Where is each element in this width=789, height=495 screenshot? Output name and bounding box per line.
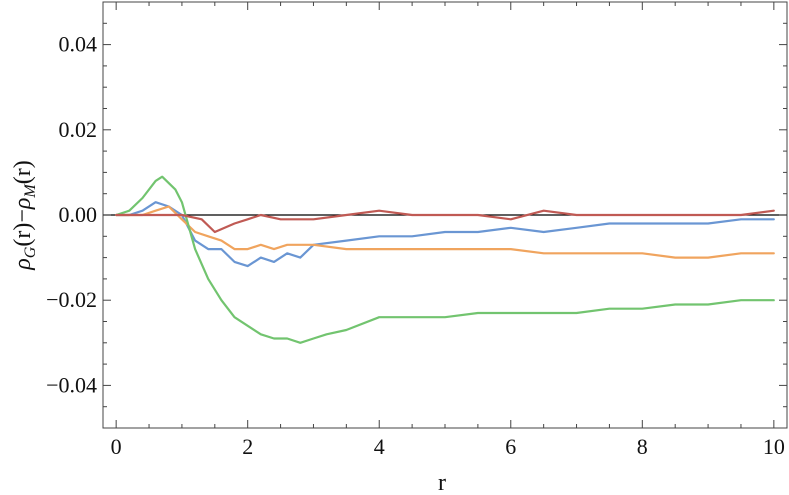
y-tick-label: 0.04 xyxy=(59,32,98,57)
y-tick-label: −0.02 xyxy=(46,287,97,312)
y-tick-label: −0.04 xyxy=(46,372,97,397)
x-axis: 0 2 4 6 8 10 xyxy=(111,2,785,459)
x-tick-label: 10 xyxy=(763,434,785,459)
series-line-2 xyxy=(115,205,775,259)
y-tick-label: 0.02 xyxy=(59,117,98,142)
x-tick-label: 6 xyxy=(505,434,516,459)
series-line-3 xyxy=(115,175,775,344)
x-tick-label: 4 xyxy=(374,434,385,459)
y-axis: −0.04 −0.02 0.00 0.02 0.04 xyxy=(46,1,787,429)
y-tick-label: 0.00 xyxy=(59,202,98,227)
y-axis-title: ρG(r)−ρM(r) xyxy=(10,160,39,270)
x-axis-title: r xyxy=(438,470,446,495)
series-line-1 xyxy=(115,201,775,268)
x-tick-label: 8 xyxy=(637,434,648,459)
x-tick-label: 0 xyxy=(111,434,122,459)
series-line-4 xyxy=(115,209,775,234)
x-tick-label: 2 xyxy=(242,434,253,459)
